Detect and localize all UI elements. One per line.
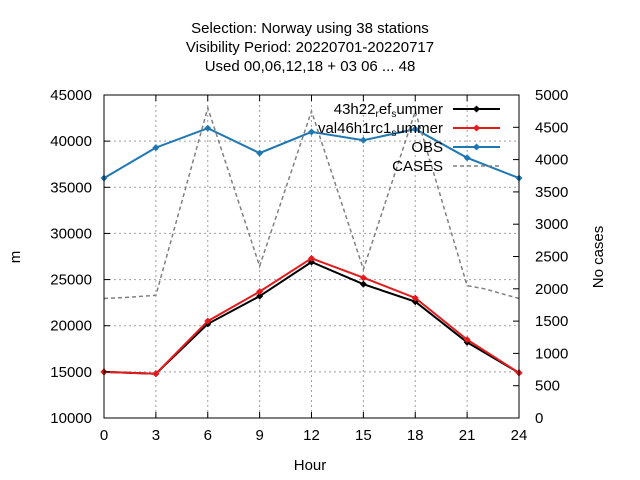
legend-entry: CASES [392, 158, 500, 175]
y2-tick-label: 3000 [535, 216, 568, 233]
series-obs [100, 125, 523, 182]
series-val46h1rc1-summer [100, 255, 523, 377]
y2-tick-label: 2500 [535, 249, 568, 266]
x-tick-label: 3 [152, 427, 160, 444]
y2-tick-label: 4000 [535, 152, 568, 169]
y-tick-label: 15000 [50, 364, 92, 381]
legend-entry: OBS [411, 139, 500, 156]
series-layer [100, 105, 523, 377]
legend-entry: 43h22refsummer [334, 101, 500, 120]
y-tick-label: 20000 [50, 318, 92, 335]
y2-tick-label: 0 [535, 410, 543, 427]
y-tick-label: 10000 [50, 410, 92, 427]
y-tick-label: 35000 [50, 179, 92, 196]
legend-label: OBS [411, 139, 443, 156]
y2-tick-label: 5000 [535, 87, 568, 104]
y-tick-label: 45000 [50, 87, 92, 104]
x-axis-label: Hour [294, 457, 327, 474]
x-tick-label: 6 [204, 427, 212, 444]
y2-tick-label: 4500 [535, 119, 568, 136]
axes: 0 3 6 9 12 15 18 21 2410000150002000025000300003… [50, 87, 568, 444]
y2-tick-label: 500 [535, 378, 560, 395]
y-tick-label: 25000 [50, 272, 92, 289]
chart-title: Selection: Norway using 38 stations Visi… [186, 20, 434, 75]
y2-tick-label: 2000 [535, 281, 568, 298]
legend-label: CASES [392, 158, 443, 175]
x-tick-label: 24 [511, 427, 528, 444]
series-cases [103, 105, 520, 300]
y2-tick-label: 3500 [535, 184, 568, 201]
x-tick-label: 9 [255, 427, 263, 444]
y-tick-label: 40000 [50, 133, 92, 150]
y2-tick-label: 1000 [535, 345, 568, 362]
title-line-3: Used 00,06,12,18 + 03 06 ... 48 [205, 58, 416, 75]
x-tick-label: 18 [407, 427, 424, 444]
x-tick-label: 15 [355, 427, 372, 444]
legend-label: 43h22refsummer [334, 101, 443, 120]
title-line-1: Selection: Norway using 38 stations [191, 20, 429, 37]
legend-entry: val46h1rc1summer [318, 120, 500, 139]
y-axis-label: m [7, 251, 24, 264]
y2-axis-label: No cases [590, 226, 607, 289]
y-tick-label: 30000 [50, 225, 92, 242]
x-tick-label: 0 [100, 427, 108, 444]
series-line [103, 105, 520, 300]
title-line-2: Visibility Period: 20220701-20220717 [186, 39, 434, 56]
legend-label: val46h1rc1summer [318, 120, 443, 139]
y2-tick-label: 1500 [535, 313, 568, 330]
x-tick-label: 12 [303, 427, 320, 444]
x-tick-label: 21 [459, 427, 476, 444]
